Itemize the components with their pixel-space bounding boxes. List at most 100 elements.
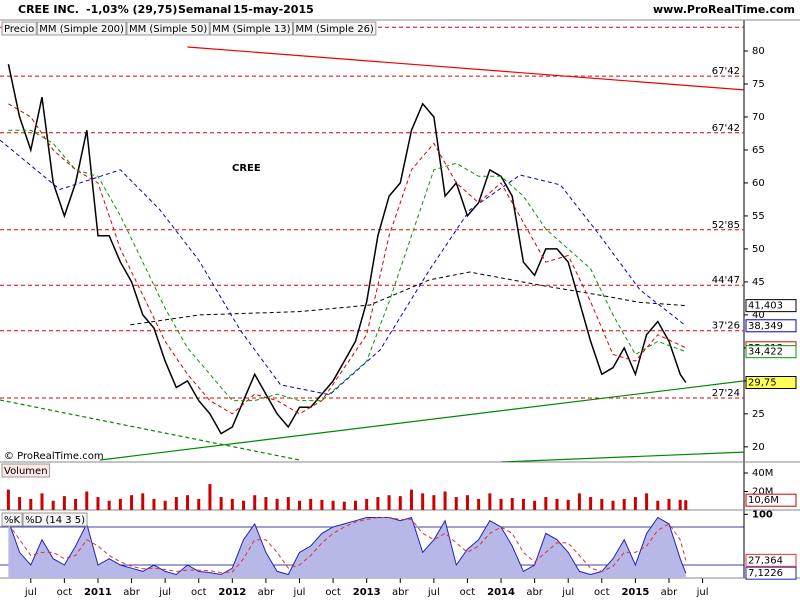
volume-bar <box>521 498 525 510</box>
volume-bar <box>18 497 22 510</box>
volume-bar <box>331 500 335 510</box>
volume-bar <box>577 493 581 510</box>
volume-bar <box>29 498 33 510</box>
y-tick-label: 60 <box>752 178 765 189</box>
volume-bar <box>6 489 10 510</box>
volume-bar <box>298 500 302 510</box>
x-tick-label: jul <box>427 587 440 598</box>
site: www.ProRealTime.com <box>653 3 795 16</box>
level-label: 52'85 <box>712 220 740 231</box>
y-tick-label: 65 <box>752 145 765 156</box>
series-area <box>8 517 686 578</box>
y-tick-label: 70 <box>752 112 765 123</box>
volume-bar <box>174 497 178 510</box>
value-tag-label: 10,6M <box>748 495 779 506</box>
volume-bar <box>409 489 413 510</box>
y-tick-label: 25 <box>752 409 765 420</box>
volume-bar <box>242 500 246 510</box>
volume-bar <box>421 493 425 510</box>
x-tick-label: 2012 <box>218 587 246 598</box>
legend-label: MM (Simple 26) <box>296 24 374 35</box>
ticker: CREE INC. <box>18 3 79 16</box>
volume-bar <box>678 499 682 510</box>
x-tick-label: jul <box>293 587 306 598</box>
y-tick-label: 40 <box>752 310 765 321</box>
trend-line <box>100 380 744 461</box>
value-tag-label: 41,403 <box>748 301 783 312</box>
date: 15-may-2015 <box>233 3 314 16</box>
volume-bar <box>499 498 503 510</box>
x-tick-label: jul <box>158 587 171 598</box>
value-tag-box <box>745 299 797 313</box>
legend-box <box>22 512 88 527</box>
trend-line <box>0 399 300 461</box>
volume-bar <box>74 498 78 510</box>
series-line <box>7 64 687 435</box>
y-tick-label: 20M <box>752 487 773 498</box>
x-tick-label: abr <box>526 587 543 598</box>
value-tag-box <box>745 566 797 580</box>
x-tick-label: oct <box>460 587 476 598</box>
value-tag-box <box>745 345 797 359</box>
x-tick-label: abr <box>392 587 409 598</box>
x-tick-label: abr <box>123 587 140 598</box>
legend-label: MM (Simple 50) <box>129 24 207 35</box>
y-tick-label: 100 <box>752 509 773 520</box>
series-line <box>8 129 686 402</box>
value-tag-label: 34,422 <box>748 347 783 358</box>
volume-bar <box>387 495 391 510</box>
volume-bar <box>684 500 688 510</box>
value-tag: 29,75 <box>745 376 797 390</box>
legend-label: MM (Simple 13) <box>212 24 290 35</box>
trend-line <box>187 46 744 91</box>
value-tag: 41,403 <box>745 299 797 313</box>
trend-line <box>500 451 744 462</box>
volume-bar <box>253 495 257 510</box>
level-label: 67'42 <box>712 123 740 134</box>
y-tick-label: 50 <box>752 244 765 255</box>
legend-box <box>1 21 37 36</box>
volume-bar <box>163 500 167 510</box>
value-tag: 10,6M <box>745 493 797 507</box>
volume-bar <box>219 497 223 510</box>
volume-bar <box>365 498 369 510</box>
plot <box>7 516 687 578</box>
volume-bar <box>622 498 626 510</box>
volume-bar <box>633 497 637 510</box>
volume-bar <box>645 493 649 510</box>
y-tick-label: 40M <box>752 468 773 479</box>
volume-bar <box>667 498 671 510</box>
legend-box <box>1 512 23 527</box>
volume-bar <box>566 499 570 510</box>
level-label: 37'26 <box>712 321 740 332</box>
legend-box <box>36 21 127 36</box>
value-tag-box <box>745 376 797 390</box>
level-label: 27'24 <box>712 388 740 399</box>
x-tick-label: abr <box>661 587 678 598</box>
volume-bar <box>152 498 156 510</box>
value-tag-box <box>745 553 797 567</box>
legend-box <box>1 463 51 478</box>
x-tick-label: oct <box>594 587 610 598</box>
volume-bar <box>208 484 212 510</box>
volume-bar <box>443 491 447 510</box>
value-tag-label: 7,1226 <box>748 568 783 579</box>
value-tag-label: 29,75 <box>748 378 777 389</box>
volume-bar <box>432 495 436 510</box>
annotation: CREE <box>232 163 261 174</box>
x-tick-label: 2014 <box>487 587 515 598</box>
x-tick-label: jul <box>696 587 709 598</box>
period: Semanal <box>178 3 231 16</box>
volume-bar <box>533 500 537 510</box>
level-label: 44'47 <box>712 275 740 286</box>
value-tag-label: 27,364 <box>748 555 783 566</box>
volume-bar <box>40 493 44 510</box>
x-tick-label: jul <box>24 587 37 598</box>
volume-bar <box>376 497 380 510</box>
level-label: 67'42 <box>712 66 740 77</box>
x-tick-label: oct <box>325 587 341 598</box>
volume-bar <box>141 493 145 510</box>
value-tag-box <box>745 319 797 333</box>
copyright: © ProRealTime.com <box>4 451 104 462</box>
x-tick-label: abr <box>258 587 275 598</box>
